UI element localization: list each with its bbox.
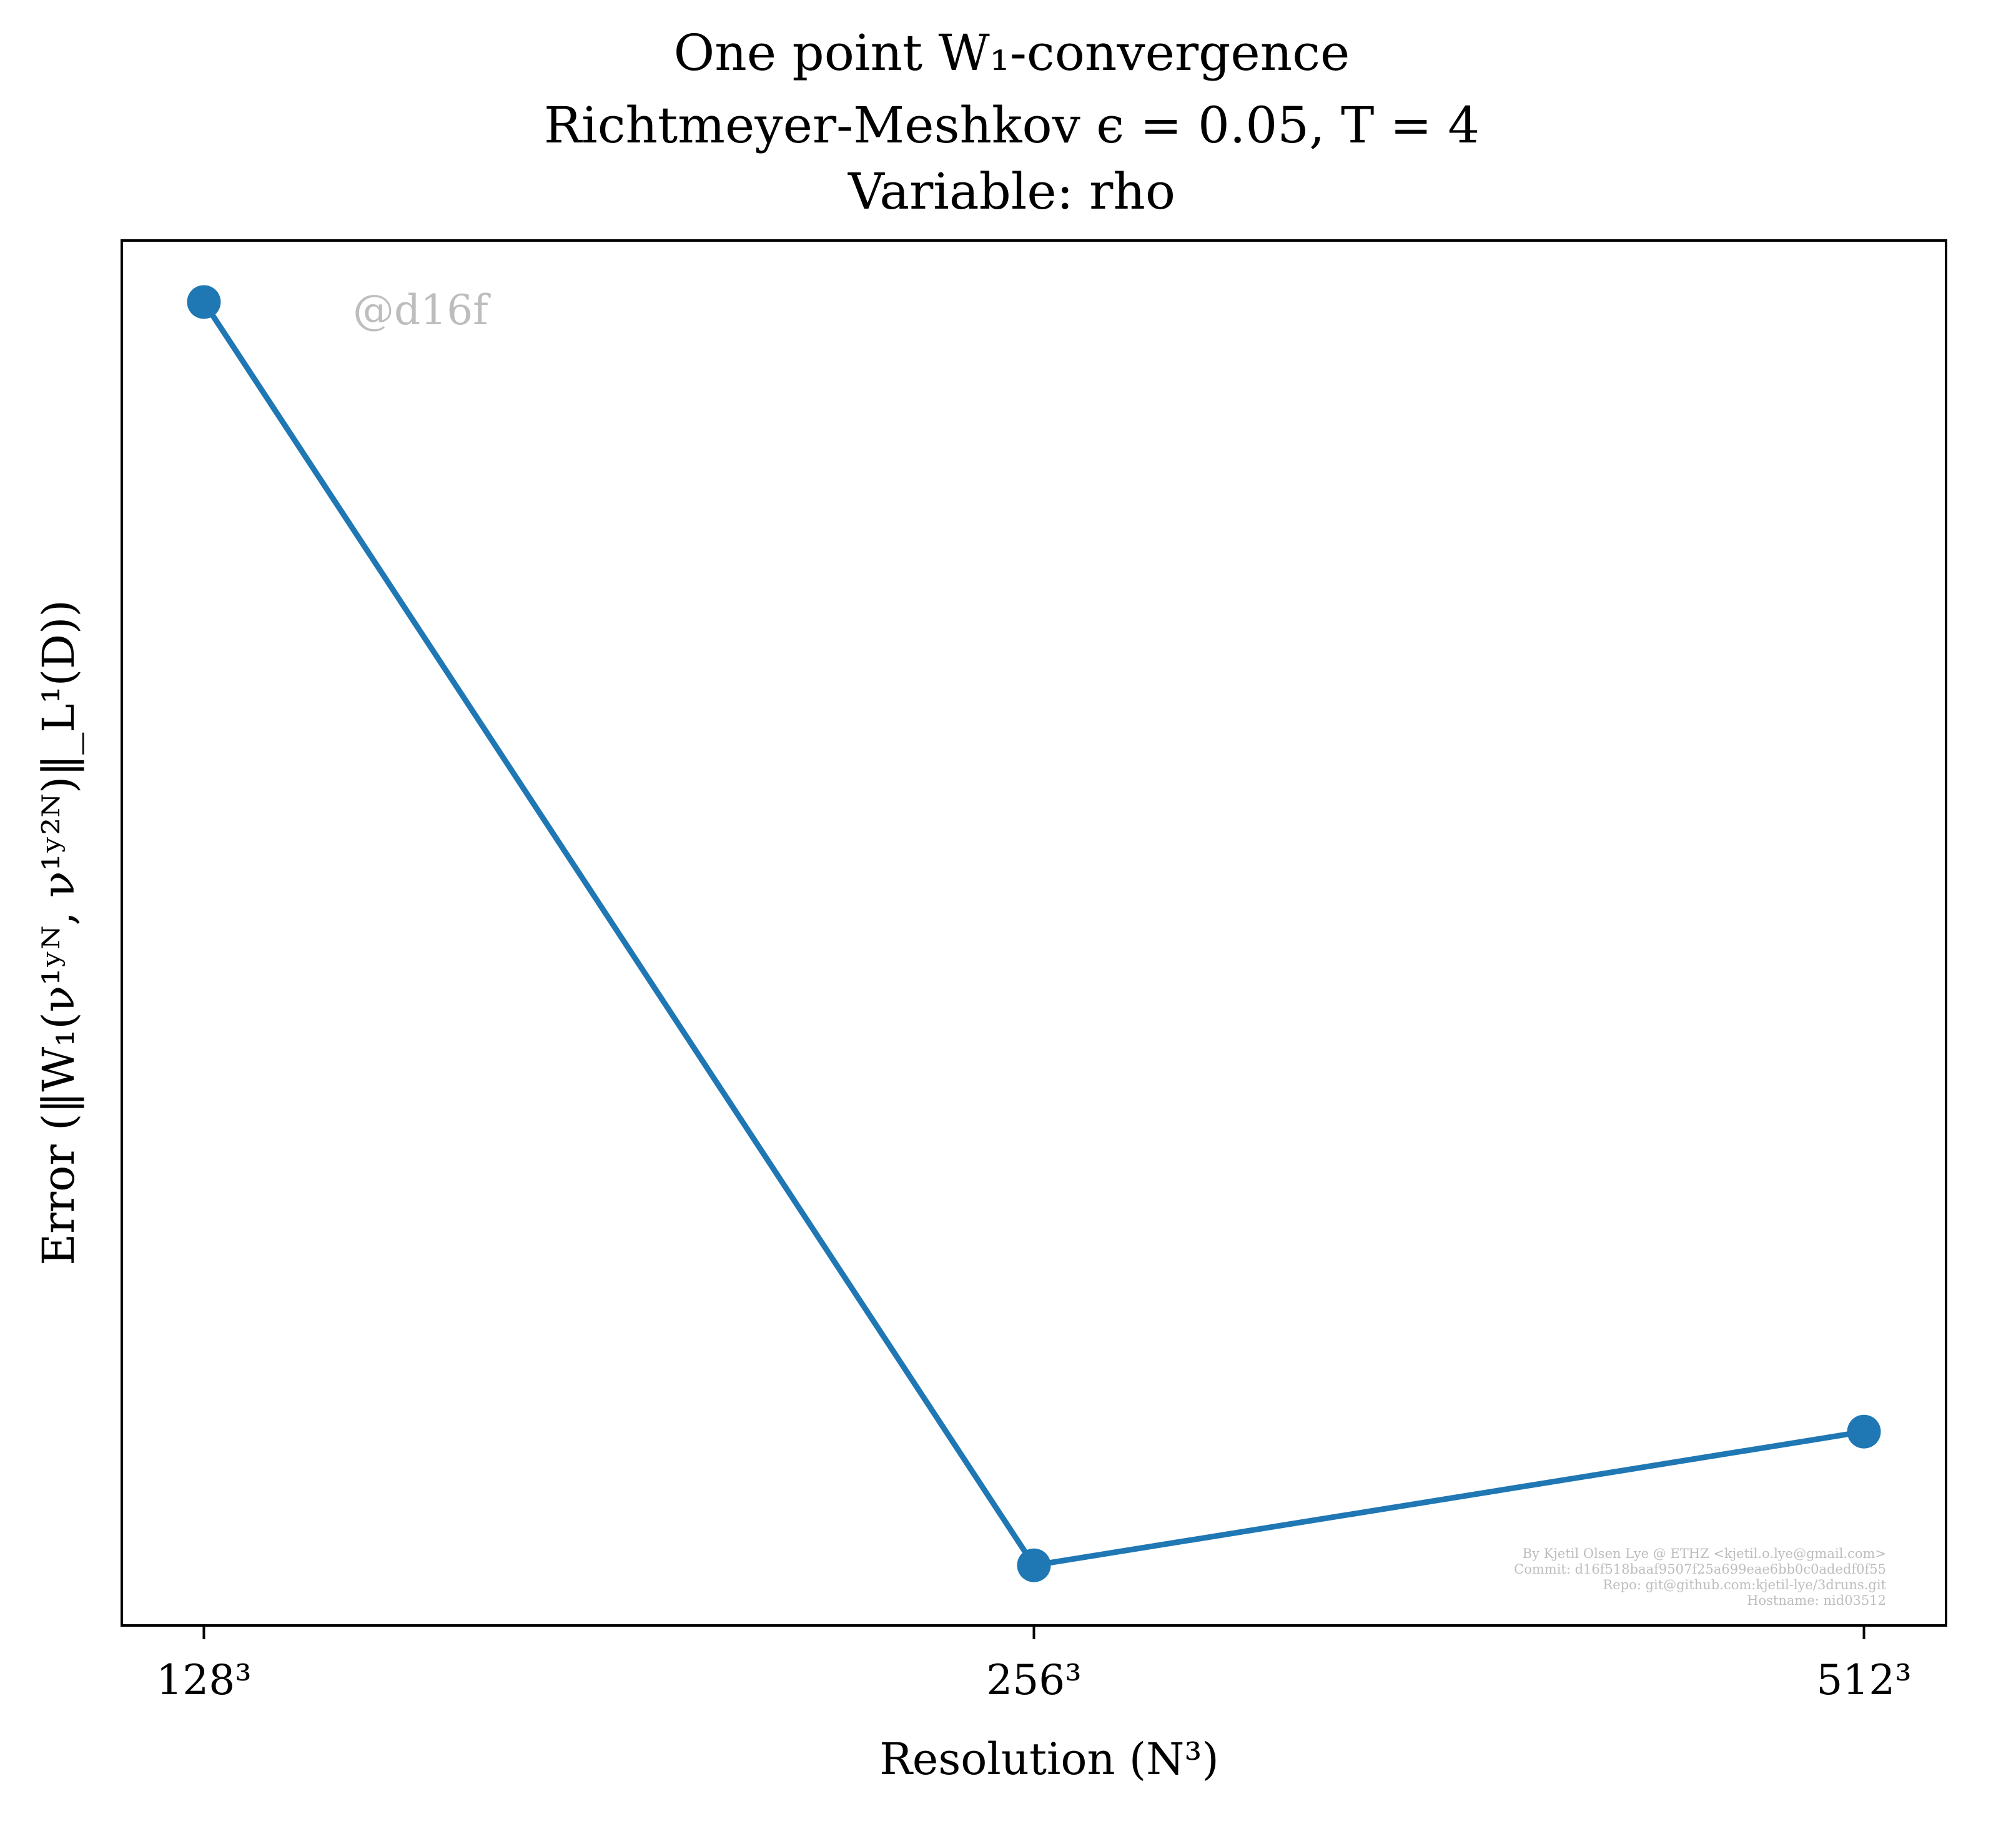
series-layer	[187, 285, 1881, 1582]
x-tick-label: 512³	[1816, 1656, 1911, 1704]
data-point	[187, 285, 221, 319]
plot-area	[121, 239, 1947, 1627]
x-tick-label: 256³	[986, 1656, 1081, 1704]
watermark-text: @d16f	[353, 286, 491, 334]
credits-line-3: Repo: git@github.com:kjetil-lye/3druns.g…	[1603, 1577, 1887, 1592]
x-axis-ticks: 128³ 256³ 512³	[156, 1625, 1912, 1704]
y-axis-label: Error (‖W₁(ν¹ʸᴺ, ν¹ʸ²ᴺ)‖_L¹(D))	[33, 600, 84, 1266]
data-point	[1017, 1548, 1051, 1582]
x-axis-label: Resolution (N³)	[879, 1734, 1219, 1785]
title-line-2: Richtmeyer-Meshkov ϵ = 0.05, T = 4	[544, 96, 1480, 154]
title-line-1: One point W₁-convergence	[674, 24, 1350, 82]
credits-line-2: Commit: d16f518baaf9507f25a699eae6bb0c0a…	[1514, 1562, 1886, 1577]
title-line-3: Variable: rho	[847, 162, 1175, 221]
x-tick-label: 128³	[156, 1656, 251, 1704]
chart-title: One point W₁-convergence Richtmeyer-Mesh…	[544, 24, 1480, 221]
credits-line-1: By Kjetil Olsen Lye @ ETHZ <kjetil.o.lye…	[1523, 1546, 1886, 1561]
credits-line-4: Hostname: nid03512	[1747, 1593, 1886, 1608]
series-line	[201, 300, 1865, 1569]
data-point	[1847, 1414, 1881, 1449]
credits-block: By Kjetil Olsen Lye @ ETHZ <kjetil.o.lye…	[1514, 1546, 1886, 1608]
